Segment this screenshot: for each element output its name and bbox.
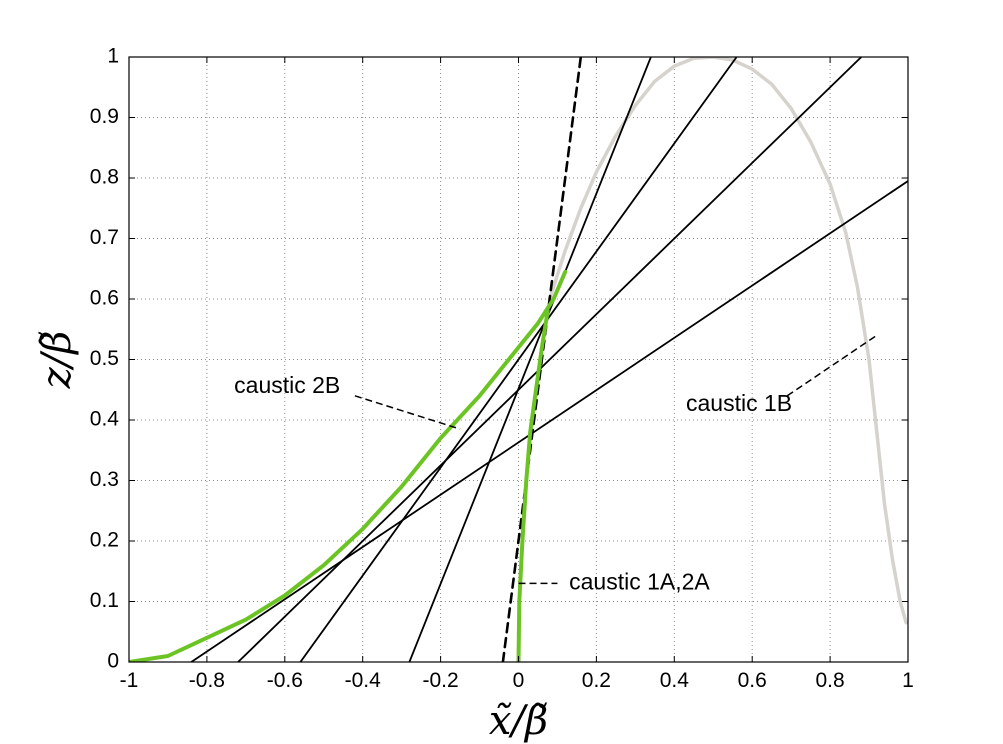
annotation-leader-line [786, 334, 878, 397]
y-tick-label: 0.6 [90, 287, 119, 310]
x-tick-label: 0.8 [815, 669, 844, 692]
annotation-label: caustic 2B [234, 372, 340, 398]
x-tick-label: 0.6 [738, 669, 767, 692]
y-tick-label: 1 [107, 45, 119, 68]
x-tick-label: 0 [513, 669, 525, 692]
y-tick-label: 0.4 [90, 408, 120, 431]
x-tick-label: -1 [120, 669, 139, 692]
annotation-leader-line [354, 395, 461, 430]
y-tick-label: 0.9 [90, 105, 119, 128]
y-tick-label: 0.7 [90, 226, 119, 249]
series-line-0 [547, 57, 908, 625]
annotation-label: caustic 1B [686, 390, 792, 416]
series-line-7 [190, 180, 908, 662]
series-line-1 [129, 269, 568, 662]
x-tick-label: 0.4 [660, 669, 690, 692]
annotation-label: caustic 1A,2A [569, 568, 710, 594]
y-tick-label: 0 [107, 650, 119, 673]
x-axis-label: x̃/β̃ [489, 698, 548, 744]
x-tick-label: -0.6 [267, 669, 303, 692]
y-tick-label: 0.8 [90, 166, 119, 189]
y-tick-label: 0.1 [90, 589, 119, 612]
series-line-2 [516, 309, 550, 662]
y-tick-label: 0.3 [90, 468, 119, 491]
y-tick-label: 0.2 [90, 529, 119, 552]
series-line-5 [299, 57, 738, 662]
x-tick-label: -0.4 [345, 669, 382, 692]
x-tick-label: 0.2 [582, 669, 611, 692]
y-tick-label: 0.5 [90, 347, 119, 370]
y-axis-label: z/β̃ [34, 331, 80, 390]
series-line-4 [408, 57, 652, 662]
x-tick-label: -0.2 [423, 669, 459, 692]
x-tick-label: -0.8 [189, 669, 225, 692]
x-tick-label: 1 [902, 669, 914, 692]
